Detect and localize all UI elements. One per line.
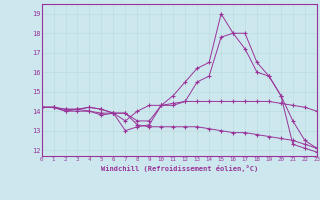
X-axis label: Windchill (Refroidissement éolien,°C): Windchill (Refroidissement éolien,°C): [100, 165, 258, 172]
